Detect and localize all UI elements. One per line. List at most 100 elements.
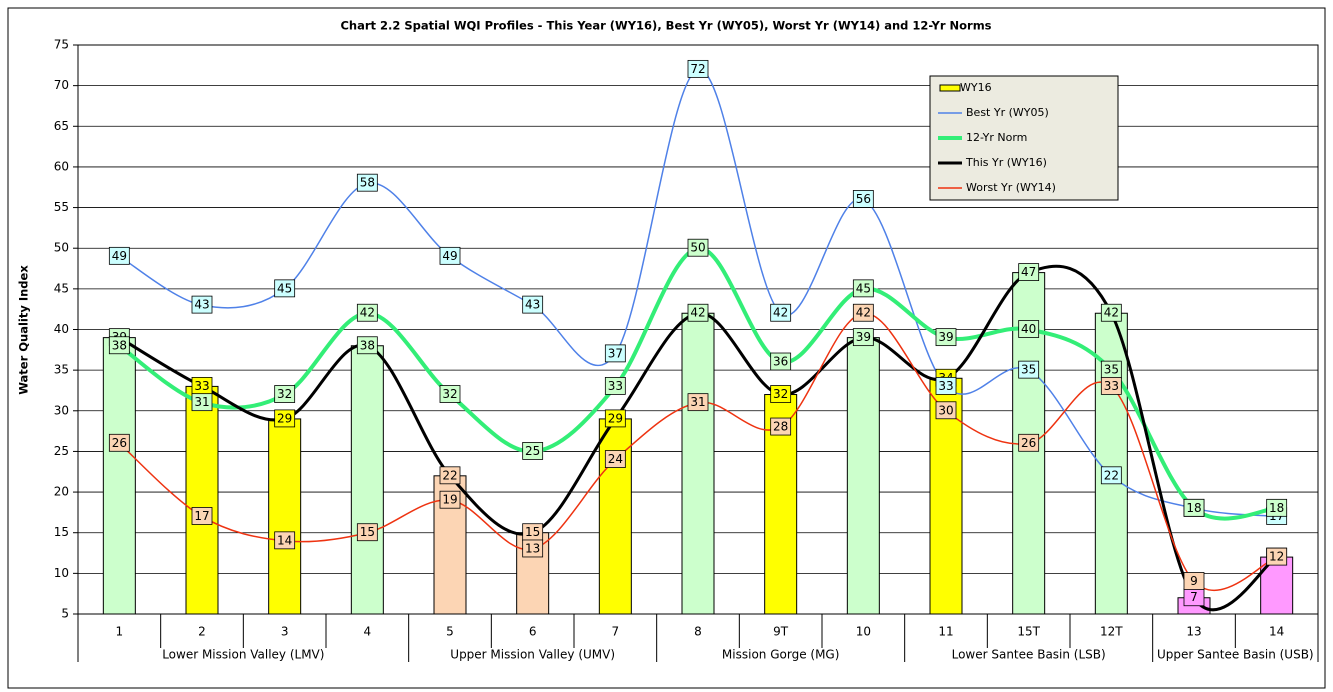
data-label-group: 13: [522, 539, 544, 558]
y-tick-label: 40: [54, 322, 69, 336]
y-tick-label: 45: [54, 281, 69, 295]
data-label-box: [1100, 303, 1122, 322]
data-label-box: [604, 450, 626, 468]
data-label-group: 43: [191, 295, 213, 314]
x-tick-label: 7: [612, 625, 620, 639]
legend-label: WY16: [960, 81, 992, 94]
data-label-box: [687, 238, 709, 257]
data-label-group: 26: [108, 433, 130, 452]
y-tick-label: 50: [54, 241, 69, 255]
x-tick-label: 2: [198, 625, 206, 639]
data-label: 32: [773, 387, 788, 401]
data-label: 33: [194, 379, 209, 393]
data-label-box: [935, 376, 957, 395]
x-tick-label: 10: [856, 625, 871, 639]
data-label-group: 42: [687, 303, 709, 322]
data-label: 15: [360, 525, 375, 539]
data-label-box: [439, 466, 461, 485]
data-label-box: [274, 385, 296, 403]
data-label-group: 39: [935, 328, 957, 347]
x-tick-label: 1: [116, 625, 124, 639]
data-label: 9: [1190, 574, 1198, 588]
data-label-group: 19: [439, 490, 461, 509]
y-axis-title: Water Quality Index: [17, 265, 31, 395]
y-tick-label: 70: [54, 78, 69, 92]
data-label-box: [935, 401, 957, 420]
data-label: 49: [442, 249, 457, 263]
data-label: 42: [1104, 306, 1119, 320]
y-tick-label: 55: [54, 200, 69, 214]
data-label-box: [770, 303, 792, 322]
data-label: 30: [938, 403, 953, 417]
data-label-box: [522, 442, 544, 460]
data-label-group: 22: [439, 466, 461, 485]
data-label-group: 42: [852, 303, 874, 322]
data-label: 19: [442, 493, 457, 507]
data-label-group: 35: [1100, 360, 1122, 379]
group-label: Lower Santee Basin (LSB): [952, 648, 1106, 662]
data-label-box: [108, 433, 130, 452]
bar: [681, 312, 715, 615]
data-label-group: 43: [522, 295, 544, 314]
data-label: 33: [938, 379, 953, 393]
data-label: 24: [608, 452, 623, 466]
data-label: 36: [773, 355, 788, 369]
y-tick-label: 5: [61, 607, 69, 621]
data-label: 56: [856, 192, 871, 206]
data-label-box: [356, 523, 378, 542]
data-label-group: 38: [356, 336, 378, 355]
legend-label: This Yr (WY16): [965, 156, 1047, 169]
data-label-box: [356, 303, 378, 322]
data-label: 28: [773, 420, 788, 434]
data-label-group: 24: [604, 450, 626, 468]
data-label: 7: [1190, 590, 1198, 604]
x-tick-label: 3: [281, 625, 289, 639]
data-label-box: [1183, 498, 1205, 517]
y-tick-label: 35: [54, 363, 69, 377]
data-label: 50: [690, 241, 705, 255]
data-label-box: [1266, 498, 1288, 517]
data-label: 39: [856, 330, 871, 344]
line: [118, 264, 1278, 612]
data-label: 18: [1269, 501, 1284, 515]
bar: [350, 345, 384, 615]
data-label-box: [687, 303, 709, 322]
bar: [102, 337, 136, 615]
data-label-group: 18: [1266, 498, 1288, 517]
x-tick-label: 14: [1269, 625, 1284, 639]
data-label-group: 49: [439, 246, 461, 265]
y-tick-label: 25: [54, 444, 69, 458]
data-label-group: 25: [522, 442, 544, 460]
data-label-group: 58: [356, 173, 378, 192]
data-label-box: [274, 409, 296, 428]
data-label-group: 31: [687, 393, 709, 412]
data-label-group: 49: [108, 246, 130, 265]
group-label: Upper Santee Basin (USB): [1157, 648, 1314, 662]
group-label: Mission Gorge (MG): [722, 648, 839, 662]
x-tick-label: 11: [938, 625, 953, 639]
data-label-box: [1018, 263, 1040, 282]
data-label-box: [935, 328, 957, 347]
data-label: 42: [773, 306, 788, 320]
legend-label: Worst Yr (WY14): [966, 181, 1056, 194]
data-label-box: [1100, 466, 1122, 485]
data-label-group: 36: [770, 352, 792, 371]
data-label-box: [522, 539, 544, 558]
bar: [268, 418, 302, 615]
data-label: 32: [277, 387, 292, 401]
data-label-box: [191, 295, 213, 314]
data-label-box: [1266, 547, 1288, 566]
data-label: 38: [360, 338, 375, 352]
data-label: 18: [1186, 501, 1201, 515]
data-label: 35: [1021, 363, 1036, 377]
y-tick-label: 10: [54, 566, 69, 580]
data-label-group: 17: [191, 507, 213, 525]
data-label: 72: [690, 62, 705, 76]
data-label: 43: [194, 298, 209, 312]
x-tick-label: 13: [1186, 625, 1201, 639]
data-label-group: 47: [1018, 263, 1040, 282]
data-label-box: [604, 409, 626, 428]
data-label-box: [604, 376, 626, 395]
data-label-box: [274, 531, 296, 550]
y-tick-label: 60: [54, 159, 69, 173]
